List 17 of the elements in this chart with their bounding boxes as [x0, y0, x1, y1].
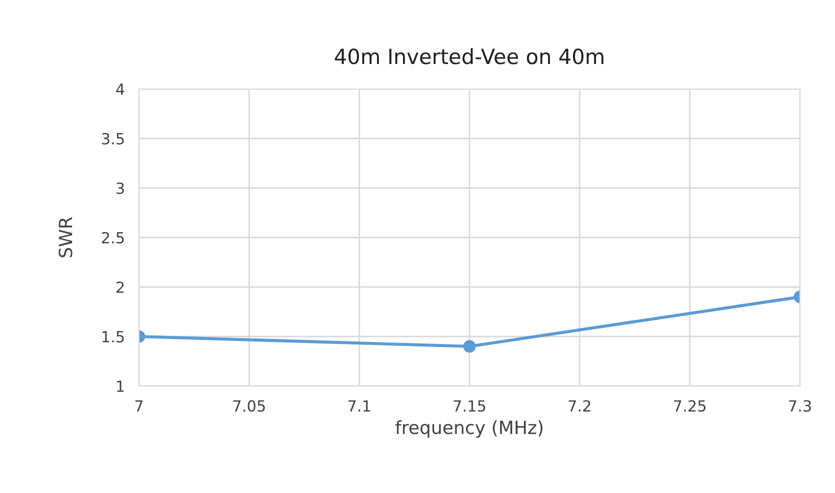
- y-tick-label: 1: [117, 380, 124, 392]
- x-tick-label: 7.1: [348, 400, 370, 412]
- y-tick-label: 2: [116, 281, 124, 293]
- y-tick-label: 1.5: [102, 331, 124, 343]
- x-tick-label: 7.25: [674, 400, 706, 412]
- x-tick-label: 7: [135, 400, 143, 412]
- x-tick-label: 7.3: [789, 400, 811, 412]
- x-tick-label: 7.2: [568, 400, 590, 412]
- chart-title: 40m Inverted-Vee on 40m: [334, 48, 604, 64]
- x-axis-title: frequency (MHz): [395, 420, 542, 438]
- y-tick-label: 2.5: [102, 232, 124, 244]
- x-tick-label: 7.05: [233, 400, 265, 412]
- y-tick-label: 3: [116, 182, 124, 194]
- x-tick-label: 7.15: [454, 400, 486, 412]
- y-tick-label: 4: [116, 84, 124, 95]
- y-tick-label: 3.5: [102, 132, 124, 145]
- y-axis-title: SWR: [58, 217, 72, 258]
